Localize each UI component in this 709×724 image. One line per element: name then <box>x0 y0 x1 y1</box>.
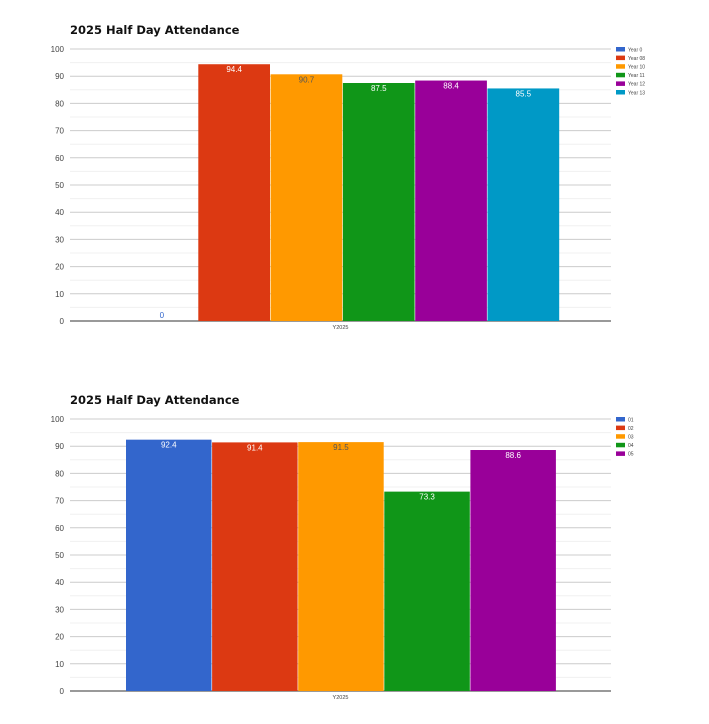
legend-label: Year 11 <box>628 73 645 79</box>
legend-swatch <box>616 434 625 439</box>
bar-data-label: 88.4 <box>443 82 459 91</box>
bar-data-label: 0 <box>160 311 165 320</box>
bar-data-label: 90.7 <box>299 75 315 84</box>
bar <box>298 442 384 691</box>
bar <box>126 439 212 691</box>
bar-data-label: 85.5 <box>516 89 532 98</box>
legend-label: Year 12 <box>628 82 645 88</box>
legend-label: 03 <box>628 435 634 441</box>
y-tick-label: 40 <box>55 208 64 217</box>
y-tick-label: 30 <box>55 235 64 244</box>
bar-data-label: 92.4 <box>161 441 177 450</box>
legend-swatch <box>616 47 625 52</box>
y-tick-label: 50 <box>55 551 64 560</box>
y-tick-label: 0 <box>60 317 65 326</box>
legend-swatch <box>616 425 625 431</box>
bar <box>270 74 343 321</box>
legend-label: 04 <box>628 443 634 449</box>
legend-label: Year 08 <box>628 56 645 62</box>
legend-swatch <box>616 90 625 95</box>
y-tick-label: 30 <box>55 605 64 614</box>
y-tick-label: 20 <box>55 633 64 642</box>
chart-title: 2025 Half Day Attendance <box>70 23 240 37</box>
legend-label: Year 13 <box>628 90 645 96</box>
y-tick-label: 90 <box>55 442 64 451</box>
y-tick-label: 80 <box>55 469 64 478</box>
bar <box>470 450 556 691</box>
x-category-label: Y2025 <box>333 695 349 701</box>
bar <box>487 88 560 321</box>
legend-swatch <box>616 64 625 69</box>
legend-label: 05 <box>628 452 634 458</box>
y-tick-label: 10 <box>55 660 64 669</box>
legend-swatch <box>616 72 625 78</box>
legend-label: 02 <box>628 426 634 432</box>
bar <box>415 80 487 321</box>
attendance-by-year-svg: 2025 Half Day Attendance 0 10 20 30 40 50 60 70 8… <box>51 23 646 331</box>
attendance-by-group-svg: 2025 Half Day Attendance0102030405060708… <box>51 393 634 701</box>
legend-swatch <box>616 417 625 422</box>
legend-swatch <box>616 55 625 61</box>
bar-data-label: 73.3 <box>419 493 435 502</box>
legend-swatch <box>616 442 625 448</box>
y-tick-label: 0 <box>60 687 65 696</box>
y-tick-label: 50 <box>55 181 64 190</box>
bar <box>212 442 298 691</box>
attendance-by-group-chart: 2025 Half Day Attendance 0 10 20 30 40 50 60 70 8… <box>0 384 709 724</box>
bar <box>198 64 270 321</box>
bar <box>384 491 470 691</box>
legend-label: Year 0 <box>628 47 642 53</box>
y-tick-label: 70 <box>55 497 64 506</box>
y-tick-label: 20 <box>55 263 64 272</box>
attendance-by-year-chart: 2025 Half Day Attendance 0 10 20 30 40 50 60 70 8… <box>0 14 709 354</box>
bar-data-label: 91.5 <box>333 443 349 452</box>
y-tick-label: 100 <box>51 45 65 54</box>
bar <box>342 83 415 321</box>
y-tick-label: 60 <box>55 524 64 533</box>
legend-label: Year 10 <box>628 65 645 71</box>
bar-data-label: 94.4 <box>226 65 242 74</box>
y-tick-label: 10 <box>55 290 64 299</box>
chart-title: 2025 Half Day Attendance <box>70 393 240 407</box>
bar-data-label: 87.5 <box>371 84 387 93</box>
y-tick-label: 80 <box>55 99 64 108</box>
bar-data-label: 91.4 <box>247 443 263 452</box>
y-tick-label: 100 <box>51 415 65 424</box>
y-tick-label: 90 <box>55 72 64 81</box>
x-category-label: Y2025 <box>333 325 349 331</box>
legend-swatch <box>616 451 625 456</box>
y-tick-label: 40 <box>55 578 64 587</box>
y-tick-label: 70 <box>55 127 64 136</box>
bar-data-label: 88.6 <box>505 451 521 460</box>
legend-label: 01 <box>628 417 634 423</box>
y-tick-label: 60 <box>55 154 64 163</box>
legend-swatch <box>616 81 625 86</box>
